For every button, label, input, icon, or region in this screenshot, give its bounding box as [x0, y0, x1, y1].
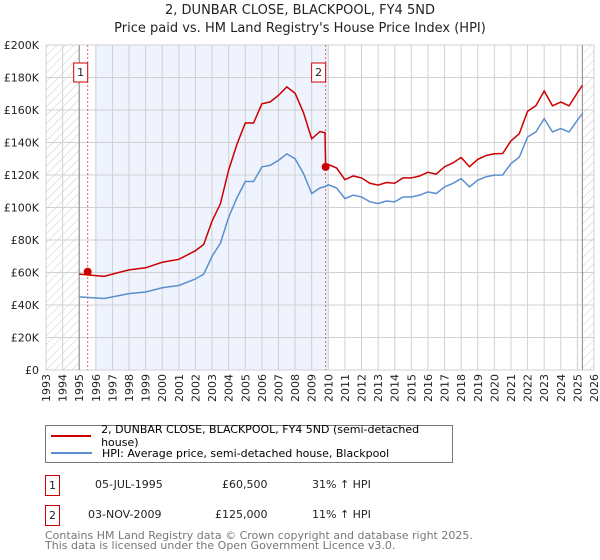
x-tick-label: 2025	[571, 374, 584, 402]
x-tick-label: 2026	[588, 374, 600, 402]
x-tick-label: 2004	[223, 374, 236, 402]
price-paid-line	[79, 84, 583, 278]
x-tick-label: 2012	[356, 374, 369, 402]
sale-label-box	[311, 62, 327, 83]
x-tick-label: 2017	[439, 374, 452, 402]
legend-label: HPI: Average price, semi-detached house,…	[102, 446, 390, 460]
x-tick-label: 2005	[239, 374, 252, 402]
sale-date: 05-JUL-1995	[95, 478, 163, 491]
sale-date: 03-NOV-2009	[88, 508, 162, 521]
x-tick-label: 2000	[156, 374, 169, 402]
footer-copyright: Contains HM Land Registry data © Crown c…	[45, 529, 473, 542]
sale-label: 2	[315, 66, 322, 79]
x-tick-label: 2015	[405, 374, 418, 402]
x-tick-label: 2019	[472, 374, 485, 402]
x-tick-label: 2021	[505, 374, 518, 402]
price-chart: 1993 1994 1995 1996 1997 1998 1999 2000 2001 2002…	[4, 39, 600, 402]
sale-hpi-diff: 31% ↑ HPI	[312, 478, 371, 491]
sale-row: 1 05-JUL-1995 £60,500 31% ↑ HPI	[45, 475, 445, 496]
y-tick-label: £140K	[4, 137, 40, 150]
sale-marker-badge: 1	[45, 475, 60, 496]
y-tick-label: £40K	[11, 299, 40, 312]
x-tick-label: 2008	[289, 374, 302, 402]
legend-item-property: 2, DUNBAR CLOSE, BLACKPOOL, FY4 5ND (sem…	[51, 423, 452, 449]
x-tick-label: 1996	[90, 374, 103, 402]
x-tick-label: 2009	[306, 374, 319, 402]
sale-hpi-diff: 11% ↑ HPI	[312, 508, 371, 521]
y-tick-label: £200K	[4, 39, 40, 52]
x-tick-label: 2016	[422, 374, 435, 402]
x-tick-label: 2002	[189, 374, 202, 402]
legend-swatch-red	[51, 435, 92, 437]
sale-label-box	[73, 62, 89, 83]
x-tick-label: 1994	[57, 374, 70, 402]
legend: 2, DUNBAR CLOSE, BLACKPOOL, FY4 5ND (sem…	[45, 423, 453, 463]
sale-price: £125,000	[215, 508, 268, 521]
x-tick-label: 2011	[339, 374, 352, 402]
y-tick-label: £120K	[4, 169, 40, 182]
y-tick-label: £0	[25, 364, 39, 377]
x-tick-label: 2024	[555, 374, 568, 402]
x-tick-label: 2001	[173, 374, 186, 402]
sale-price: £60,500	[222, 478, 268, 491]
x-tick-label: 2014	[389, 374, 402, 402]
sale-point	[83, 267, 92, 276]
sale-point	[321, 162, 330, 171]
x-tick-label: 2003	[206, 374, 219, 402]
y-tick-label: £60K	[11, 267, 40, 280]
x-tick-label: 2013	[372, 374, 385, 402]
x-tick-label: 1998	[123, 374, 136, 402]
x-tick-label: 2023	[538, 374, 551, 402]
legend-label: 2, DUNBAR CLOSE, BLACKPOOL, FY4 5ND (sem…	[101, 423, 420, 449]
x-tick-label: 2006	[256, 374, 269, 402]
y-tick-label: £100K	[4, 202, 40, 215]
legend-swatch-blue	[51, 452, 92, 454]
y-tick-label: £80K	[11, 234, 40, 247]
sale-marker-badge: 2	[45, 505, 60, 526]
chart-subtitle: Price paid vs. HM Land Registry's House …	[114, 21, 486, 36]
sale-row: 2 03-NOV-2009 £125,000 11% ↑ HPI	[45, 505, 445, 526]
x-tick-label: 2007	[272, 374, 285, 402]
x-tick-label: 1999	[140, 374, 153, 402]
x-tick-label: 1997	[106, 374, 119, 402]
y-tick-label: £180K	[4, 72, 40, 85]
y-tick-label: £160K	[4, 104, 40, 117]
x-tick-label: 2022	[522, 374, 535, 402]
x-tick-label: 1993	[40, 374, 53, 402]
y-tick-label: £20K	[11, 332, 40, 345]
x-tick-label: 2010	[322, 374, 335, 402]
hpi-line	[79, 113, 583, 300]
legend-item-hpi: HPI: Average price, semi-detached house,…	[51, 445, 389, 461]
footer-licence: This data is licensed under the Open Gov…	[45, 539, 396, 552]
x-tick-label: 1995	[73, 374, 86, 402]
sale-label: 1	[77, 66, 84, 79]
x-tick-label: 2020	[488, 374, 501, 402]
chart-title: 2, DUNBAR CLOSE, BLACKPOOL, FY4 5ND	[165, 3, 435, 18]
x-tick-label: 2018	[455, 374, 468, 402]
